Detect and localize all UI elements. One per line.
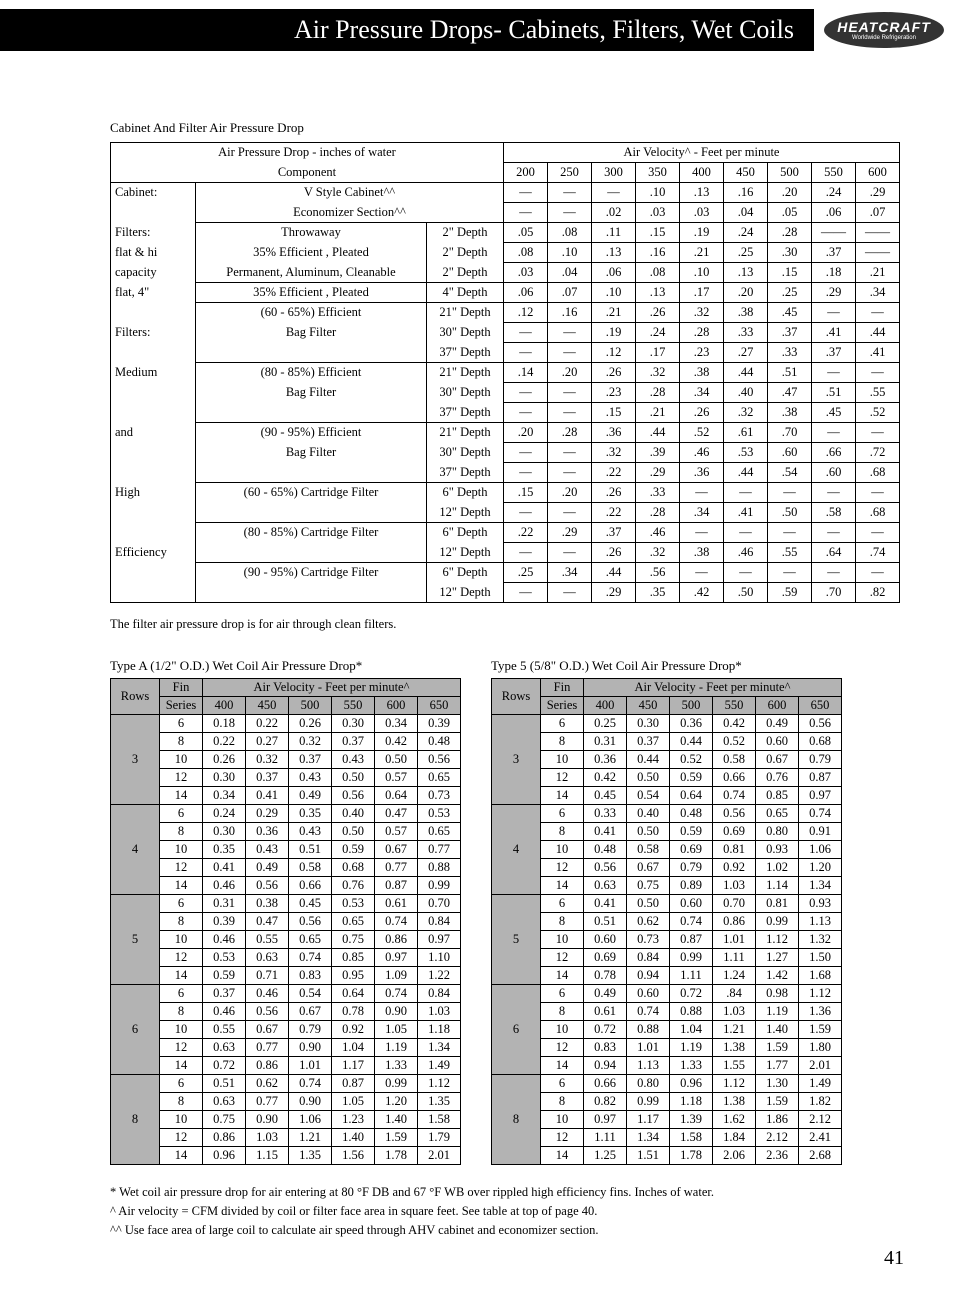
coil-a-table: RowsFinAir Velocity - Feet per minute^Se…: [110, 678, 461, 1165]
note-2: ^ Air velocity = CFM divided by coil or …: [110, 1202, 904, 1221]
brand-logo: HEATCRAFT Worldwide Refrigeration: [814, 9, 954, 51]
coil5-title: Type 5 (5/8" O.D.) Wet Coil Air Pressure…: [491, 658, 842, 674]
page-header: Air Pressure Drops- Cabinets, Filters, W…: [0, 0, 954, 60]
cabinet-filter-table: Air Pressure Drop - inches of waterAir V…: [110, 142, 900, 603]
table1-footnote: The filter air pressure drop is for air …: [110, 617, 904, 632]
note-3: ^^ Use face area of large coil to calcul…: [110, 1221, 904, 1240]
table1-title: Cabinet And Filter Air Pressure Drop: [110, 120, 904, 136]
logo-text: HEATCRAFT: [837, 19, 931, 35]
page-number: 41: [0, 1239, 954, 1270]
logo-subtext: Worldwide Refrigeration: [852, 35, 916, 41]
title-bar: Air Pressure Drops- Cabinets, Filters, W…: [0, 9, 814, 51]
footnotes: * Wet coil air pressure drop for air ent…: [110, 1183, 904, 1239]
page-title: Air Pressure Drops- Cabinets, Filters, W…: [294, 15, 794, 45]
coilA-title: Type A (1/2" O.D.) Wet Coil Air Pressure…: [110, 658, 461, 674]
note-1: * Wet coil air pressure drop for air ent…: [110, 1183, 904, 1202]
coil-5-table: RowsFinAir Velocity - Feet per minute^Se…: [491, 678, 842, 1165]
